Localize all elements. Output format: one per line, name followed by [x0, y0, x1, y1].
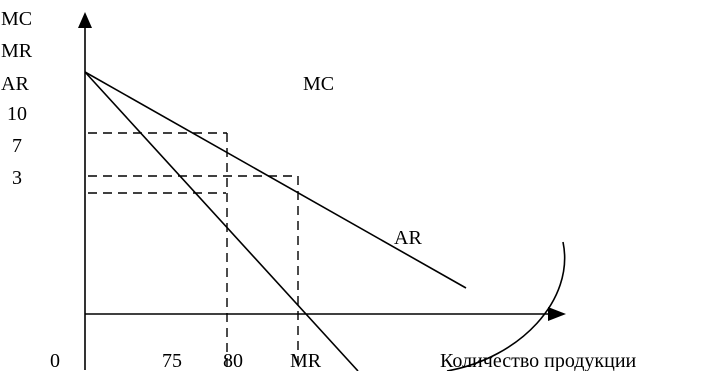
y-axis-label-line-3: AR [1, 73, 29, 95]
y-axis-label-line-1: MC [1, 8, 32, 30]
y-tick-10: 10 [7, 103, 27, 125]
mr-label: MR [290, 350, 322, 371]
y-tick-7: 7 [12, 135, 22, 157]
ar-line [84, 71, 467, 289]
x-axis-arrow [548, 307, 566, 321]
y-tick-3: 3 [12, 167, 22, 189]
mc-label: MC [303, 73, 334, 95]
mc-curve [446, 241, 566, 371]
y-axis-label-line-2: MR [1, 40, 33, 62]
x-axis-label: Количество продукции [440, 350, 637, 371]
mr-line [84, 71, 359, 371]
x-tick-80: 80 [223, 350, 243, 371]
y-axis-arrow [78, 12, 92, 28]
ar-label: AR [394, 227, 422, 249]
x-tick-0: 0 [50, 350, 60, 371]
x-tick-75: 75 [162, 350, 182, 371]
